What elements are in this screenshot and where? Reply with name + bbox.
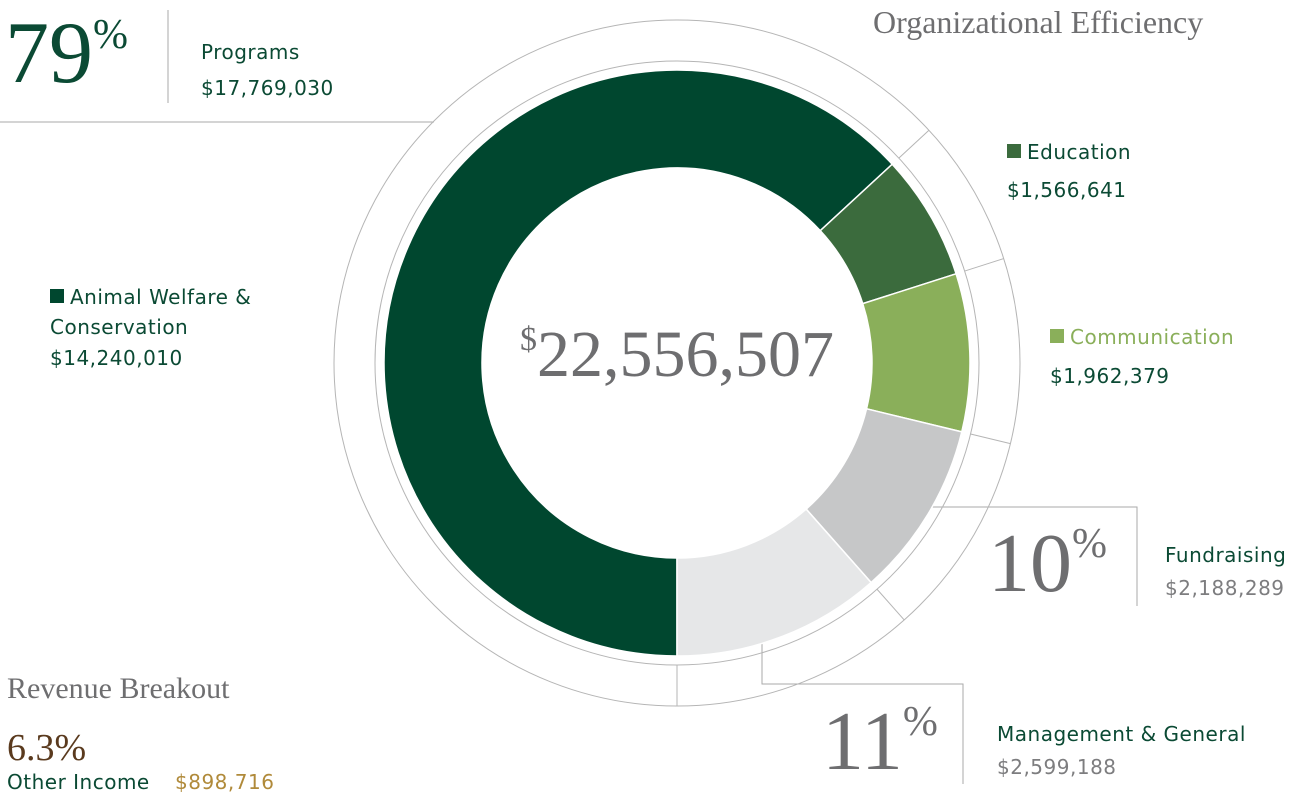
chart-title: Organizational Efficiency [873, 4, 1204, 40]
group-amount: $17,769,030 [201, 76, 334, 100]
percent: 10 [988, 517, 1072, 610]
revenue-title: Revenue Breakout [7, 672, 230, 705]
ring-tick [970, 433, 1011, 445]
programs-percent: 79% [5, 10, 128, 98]
group-name: Fundraising [1165, 543, 1287, 567]
legend-item: Communication [1050, 325, 1234, 349]
legend-swatch [1050, 329, 1064, 343]
legend-swatch [50, 289, 64, 303]
fundraising-percent: 10% [988, 522, 1107, 606]
leader-line [900, 506, 1138, 606]
total-amount: 22,556,507 [537, 318, 834, 391]
ring-tick [964, 258, 1004, 272]
donut-segment [676, 508, 873, 657]
percent: 11 [822, 695, 903, 788]
revenue-name: Other Income [7, 770, 150, 794]
ring-tick [898, 129, 930, 159]
percent-unit: % [93, 12, 128, 58]
legend-amount: $1,962,379 [1050, 364, 1170, 388]
percent: 79 [5, 5, 93, 102]
legend-label: Education [1027, 140, 1132, 164]
legend-item: Education [1007, 140, 1131, 164]
donut-segment [383, 69, 894, 657]
legend-item: Animal Welfare & Conservation [50, 282, 270, 342]
group-name: Programs [201, 40, 300, 64]
total-symbol: $ [520, 321, 537, 358]
percent-unit: % [902, 699, 938, 745]
group-amount: $2,599,188 [997, 755, 1117, 779]
revenue-percent: 6.3% [7, 727, 87, 769]
group-name: Management & General [997, 722, 1246, 746]
legend-amount: $14,240,010 [50, 346, 183, 370]
group-amount: $2,188,289 [1165, 576, 1285, 600]
percent-unit: % [1072, 521, 1107, 567]
legend-label: Animal Welfare & Conservation [50, 285, 252, 339]
revenue-amount: $898,716 [175, 770, 275, 794]
legend-swatch [1007, 144, 1021, 158]
management-percent: 11% [822, 700, 938, 784]
ring-tick [876, 588, 905, 621]
total: $22,556,507 [510, 322, 844, 388]
legend-label: Communication [1070, 325, 1235, 349]
legend-amount: $1,566,641 [1007, 178, 1127, 202]
